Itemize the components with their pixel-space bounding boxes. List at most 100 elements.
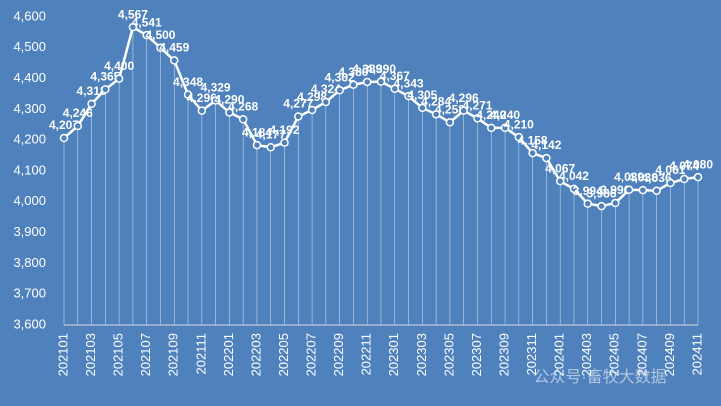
y-tick-label: 3,600 bbox=[13, 316, 46, 331]
value-label: 4,061 bbox=[655, 163, 685, 177]
y-tick-label: 4,500 bbox=[13, 39, 46, 54]
x-tick-label: 202403 bbox=[579, 333, 594, 376]
x-tick-label: 202301 bbox=[386, 333, 401, 376]
value-label: 4,258 bbox=[435, 103, 465, 117]
x-tick-label: 202311 bbox=[524, 333, 539, 375]
value-label: 4,541 bbox=[132, 15, 162, 29]
point bbox=[569, 184, 579, 194]
value-label: 4,329 bbox=[201, 81, 231, 95]
y-tick-label: 3,900 bbox=[13, 224, 46, 239]
value-label: 4,500 bbox=[145, 28, 175, 42]
x-tick-label: 202303 bbox=[414, 333, 429, 376]
point bbox=[349, 80, 358, 90]
value-label: 4,177 bbox=[256, 127, 286, 141]
point bbox=[101, 85, 110, 94]
point bbox=[431, 110, 441, 119]
point bbox=[376, 77, 386, 86]
watermark: 公众号·畜牧大数据 bbox=[533, 368, 666, 386]
value-label: 4,207 bbox=[49, 118, 79, 132]
point bbox=[59, 133, 69, 143]
point bbox=[128, 22, 138, 32]
point bbox=[87, 99, 96, 109]
value-label: 3,994 bbox=[573, 184, 603, 198]
point bbox=[679, 174, 689, 184]
value-label: 4,567 bbox=[118, 7, 148, 21]
point bbox=[335, 86, 344, 95]
value-label: 4,305 bbox=[407, 88, 437, 102]
value-label: 4,074 bbox=[669, 159, 699, 173]
x-tick-label: 202111 bbox=[193, 333, 208, 374]
x-tick-label: 202105 bbox=[111, 333, 126, 376]
point bbox=[114, 74, 124, 83]
value-label: 4,318 bbox=[77, 84, 107, 98]
point bbox=[624, 185, 634, 195]
x-tick-label: 202405 bbox=[607, 333, 622, 376]
x-tick-label: 202209 bbox=[331, 333, 346, 376]
value-label: 4,192 bbox=[270, 123, 300, 137]
point bbox=[321, 97, 331, 107]
point bbox=[183, 90, 193, 99]
y-tick-label: 4,000 bbox=[13, 193, 46, 208]
x-tick-label: 202203 bbox=[248, 333, 263, 376]
point bbox=[404, 91, 413, 101]
y-tick-label: 3,800 bbox=[13, 255, 46, 270]
value-label: 4,038 bbox=[628, 170, 658, 184]
value-label: 4,343 bbox=[394, 76, 424, 90]
point bbox=[555, 176, 565, 186]
x-tick-label: 202407 bbox=[634, 333, 649, 376]
value-label: 4,380 bbox=[338, 65, 368, 79]
point bbox=[514, 132, 524, 142]
value-label: 4,298 bbox=[297, 90, 327, 104]
x-tick-label: 202305 bbox=[441, 333, 456, 376]
value-label: 4,324 bbox=[311, 82, 341, 96]
x-tick-label: 202207 bbox=[304, 333, 319, 376]
y-tick-label: 4,600 bbox=[13, 8, 46, 23]
x-tick-label: 202411 bbox=[689, 333, 704, 375]
y-tick-label: 4,300 bbox=[13, 101, 46, 116]
y-tick-label: 4,100 bbox=[13, 162, 46, 177]
value-label: 4,240 bbox=[490, 108, 520, 122]
point bbox=[252, 140, 262, 150]
value-label: 4,277 bbox=[283, 97, 313, 111]
point bbox=[487, 123, 496, 133]
value-label: 4,039 bbox=[614, 170, 644, 184]
x-tick-label: 202205 bbox=[276, 333, 291, 376]
value-label: 4,271 bbox=[462, 99, 492, 113]
value-label: 4,184 bbox=[242, 125, 272, 139]
point bbox=[307, 105, 317, 115]
value-label: 3,986 bbox=[587, 186, 617, 200]
point bbox=[542, 153, 551, 163]
value-label: 4,296 bbox=[187, 91, 217, 105]
point bbox=[500, 123, 510, 133]
x-tick-label: 202101 bbox=[55, 333, 70, 376]
point bbox=[445, 118, 455, 127]
point bbox=[280, 138, 289, 147]
value-label: 4,367 bbox=[380, 69, 410, 83]
point bbox=[294, 112, 303, 121]
point bbox=[473, 114, 482, 123]
point bbox=[583, 199, 592, 208]
value-label: 4,400 bbox=[104, 59, 134, 73]
point bbox=[652, 186, 661, 195]
point bbox=[266, 143, 275, 152]
point bbox=[197, 106, 207, 115]
x-tick-label: 202211 bbox=[359, 333, 374, 375]
point bbox=[638, 185, 648, 195]
value-label: 4,290 bbox=[214, 93, 244, 107]
value-label: 4,390 bbox=[366, 62, 396, 76]
point bbox=[362, 77, 372, 87]
value-label: 4,268 bbox=[228, 99, 258, 113]
value-label: 4,389 bbox=[352, 62, 382, 76]
x-tick-label: 202201 bbox=[221, 333, 236, 376]
point bbox=[73, 121, 83, 131]
value-label: 3,996 bbox=[600, 183, 630, 197]
x-tick-label: 202409 bbox=[662, 333, 677, 376]
value-label: 4,158 bbox=[518, 133, 548, 147]
point bbox=[211, 96, 220, 105]
x-tick-label: 202309 bbox=[496, 333, 511, 376]
value-label: 4,365 bbox=[90, 70, 120, 84]
x-tick-label: 202307 bbox=[469, 333, 484, 376]
point bbox=[390, 84, 400, 94]
